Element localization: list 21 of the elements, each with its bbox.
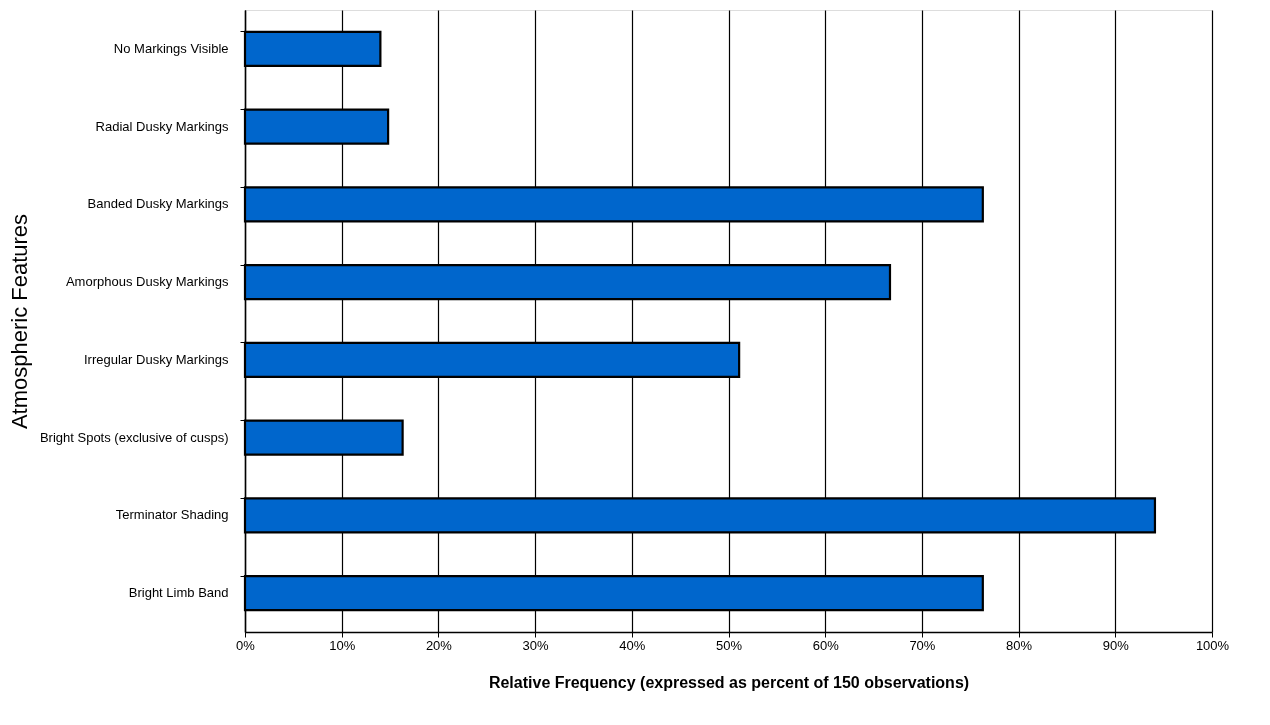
y-tick-label: Amorphous Dusky Markings [65,274,229,290]
x-tick-label: 50% [715,637,743,653]
y-tick-label: Radial Dusky Markings [95,118,229,134]
x-tick-label: 40% [619,637,646,653]
x-tick-label: 70% [909,637,936,653]
x-tick-label: 100% [1195,637,1230,653]
x-axis-title: Relative Frequency (expressed as percent of 150 observations) [488,673,970,691]
y-axis-title: Atmospheric Features [6,213,32,430]
x-tick-label: 90% [1102,637,1130,653]
x-tick-label: 80% [1006,637,1033,653]
x-tick-label: 20% [425,637,453,653]
y-tick-label: Bright Spots (exclusive of cusps) [39,429,229,445]
y-tick-label: Bright Limb Band [128,585,229,601]
x-tick-label: 30% [522,637,550,653]
x-tick-label: 60% [812,637,840,653]
x-tick-label: 0% [236,637,256,653]
y-tick-label: Terminator Shading [115,507,229,523]
y-tick-label: Irregular Dusky Markings [84,351,229,367]
y-tick-label: Banded Dusky Markings [87,196,229,212]
y-tick-label: No Markings Visible [113,40,229,56]
x-tick-label: 10% [329,637,356,653]
